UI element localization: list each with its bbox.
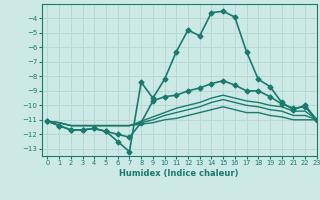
X-axis label: Humidex (Indice chaleur): Humidex (Indice chaleur) [119,169,239,178]
